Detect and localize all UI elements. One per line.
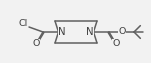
Text: Cl: Cl bbox=[18, 20, 28, 28]
Text: O: O bbox=[32, 38, 40, 48]
Text: N: N bbox=[86, 27, 94, 37]
Text: N: N bbox=[58, 27, 66, 37]
Text: O: O bbox=[112, 38, 120, 48]
Text: O: O bbox=[118, 28, 126, 36]
